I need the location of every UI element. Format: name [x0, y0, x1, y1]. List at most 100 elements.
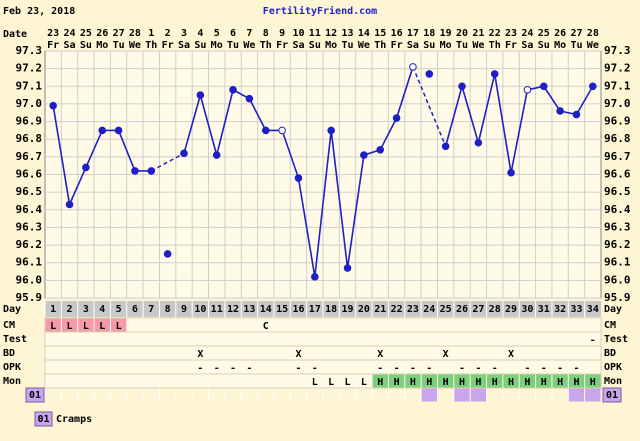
weekday-label: Sa — [292, 40, 304, 51]
date-label: 16 — [391, 28, 403, 39]
row-label: Mon — [3, 376, 21, 387]
weekday-label: We — [243, 40, 255, 51]
day-number: 1 — [50, 304, 56, 315]
day-number: 32 — [554, 304, 566, 315]
temperature-point — [458, 82, 466, 91]
y-tick-label-right: 96.8 — [604, 132, 631, 145]
date-label: 14 — [358, 28, 370, 39]
date-label: 23 — [47, 28, 59, 39]
row-label-right: BD — [604, 348, 616, 359]
cell-text: H — [426, 377, 432, 388]
cell-text: L — [83, 321, 89, 332]
weekday-label: Th — [260, 40, 272, 51]
legend-code: 01 — [37, 414, 49, 425]
date-label: 21 — [472, 28, 484, 39]
cell-highlight — [372, 374, 388, 388]
weekday-label: Sa — [178, 40, 190, 51]
y-tick-label-right: 96.0 — [604, 273, 631, 286]
y-tick-label-right: 97.3 — [604, 44, 631, 57]
temperature-point — [65, 200, 74, 209]
y-tick-label: 96.7 — [16, 150, 43, 163]
cell-text: - — [557, 363, 563, 374]
day-number: 23 — [407, 304, 419, 315]
site-name: FertilityFriend.com — [263, 5, 377, 17]
cell-highlight — [536, 374, 552, 388]
cell-highlight — [78, 318, 94, 332]
temperature-point — [311, 273, 319, 281]
row-label-right: Test — [604, 334, 628, 345]
temperature-point — [49, 101, 57, 110]
cell-highlight — [470, 374, 487, 388]
temperature-point — [147, 167, 156, 175]
cell-highlight — [94, 318, 110, 332]
weekday-label: Su — [538, 40, 550, 51]
weekday-label: Fr — [162, 40, 174, 51]
temperature-point — [212, 151, 221, 159]
row-label: Test — [3, 334, 27, 345]
cramps-label: 01 — [29, 390, 41, 401]
cell-text: - — [590, 335, 596, 346]
cell-text: H — [394, 377, 400, 388]
cell-text: L — [312, 377, 318, 388]
row-label-right: OPK — [604, 362, 622, 373]
day-number: 15 — [276, 304, 288, 315]
y-tick-label-right: 96.2 — [604, 238, 631, 251]
row-label: CM — [3, 320, 15, 331]
y-tick-label-right: 96.4 — [604, 203, 631, 216]
row-bg — [44, 331, 602, 347]
date-label: 27 — [113, 28, 125, 39]
day-number: 27 — [472, 304, 484, 315]
date-label: 26 — [554, 28, 566, 39]
temperature-point — [490, 70, 499, 78]
weekday-label: Sa — [521, 40, 533, 51]
day-number: 13 — [243, 304, 255, 315]
date-label: 18 — [423, 28, 435, 39]
temperature-point — [327, 126, 335, 135]
cell-text: - — [475, 363, 481, 374]
cell-highlight — [519, 374, 536, 388]
cramps-label-box — [25, 387, 45, 403]
weekday-label: We — [472, 40, 484, 51]
date-label: 8 — [263, 28, 269, 39]
temperature-point — [245, 94, 254, 103]
y-tick-label-right: 96.1 — [604, 256, 631, 269]
weekday-label: Fr — [505, 40, 517, 51]
cell-text: H — [524, 377, 530, 388]
day-number: 16 — [292, 304, 304, 315]
date-label: 28 — [129, 28, 141, 39]
cell-highlight — [61, 318, 78, 332]
weekday-label: Fr — [47, 40, 59, 51]
weekday-label: We — [587, 40, 599, 51]
cell-text: X — [197, 349, 203, 360]
temperature-point — [114, 126, 123, 135]
cramps-label-right: 01 — [606, 390, 618, 401]
temperature-point — [278, 126, 286, 135]
y-tick-label-right: 96.5 — [604, 185, 631, 198]
temperature-point — [82, 163, 90, 172]
cell-text: L — [50, 321, 56, 332]
y-tick-label: 96.5 — [16, 185, 43, 198]
day-number: 24 — [423, 304, 435, 315]
day-number: 3 — [83, 304, 89, 315]
temperature-point — [556, 107, 564, 115]
date-label: 19 — [440, 28, 452, 39]
day-number: 30 — [521, 304, 533, 315]
day-number: 9 — [181, 304, 187, 315]
day-number: 11 — [211, 304, 223, 315]
cell-text: - — [524, 363, 530, 374]
weekday-label: Tu — [570, 40, 582, 51]
cell-highlight — [503, 374, 519, 388]
day-number: 22 — [391, 304, 403, 315]
row-bg — [44, 359, 602, 375]
y-tick-label: 97.2 — [16, 62, 43, 75]
day-number: 7 — [148, 304, 154, 315]
dashed-bridge — [150, 152, 185, 172]
day-number: 12 — [227, 304, 239, 315]
cell-text: H — [410, 377, 416, 388]
date-label: 15 — [374, 28, 386, 39]
weekday-label: Su — [423, 40, 435, 51]
date-label: 9 — [279, 28, 285, 39]
y-tick-label-right: 97.0 — [604, 97, 631, 110]
date-label: 20 — [456, 28, 468, 39]
y-tick-label: 96.9 — [16, 115, 43, 128]
